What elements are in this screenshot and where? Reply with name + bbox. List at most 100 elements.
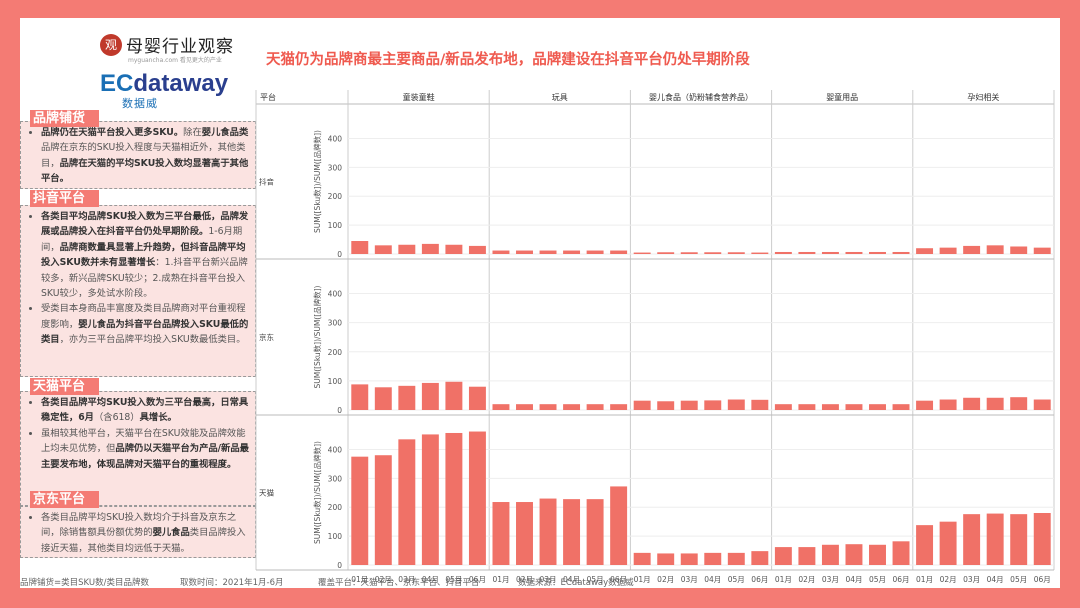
bar-天猫-0-3 (421, 434, 439, 565)
bar-天猫-1-3 (563, 499, 581, 565)
platform-label: 天猫 (259, 488, 274, 498)
bullet-text: 品牌在天猫的平均SKU投入数均显著高于其他平台。 (41, 157, 249, 185)
bar-京东-1-2 (539, 404, 557, 410)
bullet-text: 婴儿食品类 (201, 127, 249, 138)
bar-抖音-4-4 (1010, 246, 1028, 254)
category-header: 童装童鞋 (403, 92, 435, 102)
y-tick-label: 200 (328, 503, 343, 512)
bar-天猫-2-5 (751, 551, 769, 565)
bar-京东-2-3 (704, 400, 722, 410)
bar-抖音-3-4 (869, 251, 886, 254)
footer-time: 取数时间：2021年1月-6月 (180, 578, 284, 588)
bar-天猫-3-0 (774, 547, 792, 565)
section-heading: 品牌铺货 (30, 110, 99, 127)
bullet-text: 受类目本身商品丰富度及类目品牌商对平台重视程度影响， (41, 303, 246, 330)
bullet-text: 各类目平均品牌SKU投入数为三平台最低，品牌发展或品牌投入在抖音平台仍处早期阶段… (41, 211, 249, 238)
bar-京东-0-4 (445, 381, 463, 410)
bar-京东-2-2 (680, 400, 698, 410)
footer-platforms: 覆盖平台：天猫平台、京东平台、抖音平台 (318, 578, 480, 588)
bar-京东-4-4 (1010, 397, 1028, 410)
bullet-text: 虽相较其他平台，天猫平台在SKU效能及品牌效能上均未见优势，但 (41, 427, 246, 455)
logos: 观 母婴行业观察 myguancha.com 看见更大的产业 EC dataway… (100, 32, 270, 111)
x-tick-label: 01月 (492, 575, 509, 584)
y-tick-label: 0 (337, 250, 342, 259)
page-canvas: 观 母婴行业观察 myguancha.com 看见更大的产业 EC dataway… (20, 18, 1060, 588)
bar-京东-2-1 (657, 401, 675, 410)
y-tick-label: 0 (337, 561, 342, 570)
section-box: 各类目平均品牌SKU投入数为三平台最低，品牌发展或品牌投入在抖音平台仍处早期阶段… (20, 205, 256, 377)
x-tick-label: 02月 (940, 575, 957, 584)
y-tick-label: 200 (328, 348, 343, 357)
y-tick-label: 100 (328, 377, 343, 386)
bar-天猫-3-2 (821, 544, 839, 565)
bar-京东-3-4 (869, 404, 886, 410)
bar-抖音-1-4 (586, 250, 604, 254)
ecdataway-logo-dataway: dataway (133, 70, 229, 97)
bar-抖音-4-1 (939, 247, 957, 254)
bullet-text: 类目品牌投入接近天猫，其他类目均远低于天猫。 (41, 527, 246, 554)
x-tick-label: 05月 (1010, 575, 1027, 584)
bar-天猫-1-2 (539, 498, 557, 565)
bar-天猫-4-4 (1010, 514, 1028, 565)
bar-抖音-0-5 (468, 245, 486, 254)
page-title: 天猫仍为品牌商最主要商品/新品发布地，品牌建设在抖音平台仍处早期阶段 (266, 52, 750, 68)
x-tick-label: 01月 (775, 575, 792, 584)
bar-抖音-3-0 (774, 251, 792, 254)
category-header: 孕妇相关 (967, 92, 999, 102)
y-tick-label: 300 (328, 474, 343, 483)
x-tick-label: 06月 (893, 575, 910, 584)
bullet-text: 1-6月期间， (41, 226, 243, 253)
bullet-text: 婴儿食品为抖音平台品牌投入SKU最低的类目 (41, 318, 249, 346)
bar-抖音-0-1 (374, 245, 392, 254)
bar-京东-1-3 (563, 404, 581, 410)
bar-天猫-4-3 (986, 513, 1004, 565)
bar-天猫-1-1 (516, 502, 533, 565)
category-header: 婴儿食品（奶粉辅食营养品） (649, 92, 753, 102)
bar-京东-3-5 (892, 404, 910, 410)
bar-抖音-1-0 (492, 250, 510, 254)
bar-天猫-4-1 (939, 521, 957, 565)
bar-京东-0-2 (398, 385, 416, 410)
x-tick-label: 03月 (963, 575, 980, 584)
bar-天猫-0-2 (398, 439, 416, 565)
bar-抖音-2-4 (727, 252, 745, 254)
bar-抖音-2-0 (633, 252, 651, 254)
bar-天猫-2-4 (727, 552, 745, 565)
ecdataway-logo-ec: EC (100, 70, 134, 97)
bar-京东-0-3 (421, 382, 439, 410)
bar-天猫-3-3 (845, 544, 863, 565)
x-tick-label: 04月 (704, 575, 721, 584)
y-axis-label: SUM([Sku数])/SUM([品牌数]) (312, 130, 322, 233)
y-tick-label: 100 (328, 532, 343, 541)
bar-京东-4-2 (963, 397, 981, 410)
bar-京东-1-5 (610, 404, 628, 410)
bar-天猫-0-4 (445, 432, 463, 565)
bar-京东-2-4 (727, 399, 745, 410)
x-tick-label: 03月 (822, 575, 839, 584)
y-tick-label: 300 (328, 319, 343, 328)
bar-京东-3-1 (798, 404, 816, 410)
ecdataway-logo: EC dataway 数据威 (100, 70, 270, 111)
bar-抖音-2-5 (751, 252, 769, 254)
bar-抖音-4-3 (986, 245, 1004, 254)
bar-抖音-2-1 (657, 252, 675, 254)
bar-天猫-4-0 (916, 525, 934, 565)
bullet-text: 品牌仍以天猫平台为产品/新品最主要发布地，体现品牌对天猫平台的重视程度。 (41, 443, 249, 470)
platform-label: 抖音 (259, 177, 274, 187)
bar-京东-0-0 (351, 384, 369, 410)
x-tick-label: 05月 (728, 575, 745, 584)
bar-抖音-3-1 (798, 251, 816, 254)
y-axis-label: SUM([Sku数])/SUM([品牌数]) (312, 285, 322, 388)
bar-抖音-3-2 (821, 251, 839, 254)
bullet-text: ：1.抖音平台新兴品牌较多，新兴品牌SKU较少；2.成熟在抖音平台投入SKU较少… (41, 257, 248, 300)
bullet-item: 各类目品牌平均SKU投入数均介于抖音及京东之间，除销售额具份额优势的婴儿食品类目… (41, 510, 251, 556)
bar-天猫-4-5 (1033, 513, 1051, 565)
bar-天猫-3-5 (892, 541, 910, 565)
bar-抖音-1-2 (539, 250, 557, 254)
x-tick-label: 01月 (634, 575, 651, 584)
x-tick-label: 01月 (916, 575, 933, 584)
y-tick-label: 0 (337, 406, 342, 415)
x-tick-label: 02月 (657, 575, 674, 584)
bar-天猫-0-0 (351, 456, 369, 565)
bar-抖音-1-5 (610, 250, 628, 254)
